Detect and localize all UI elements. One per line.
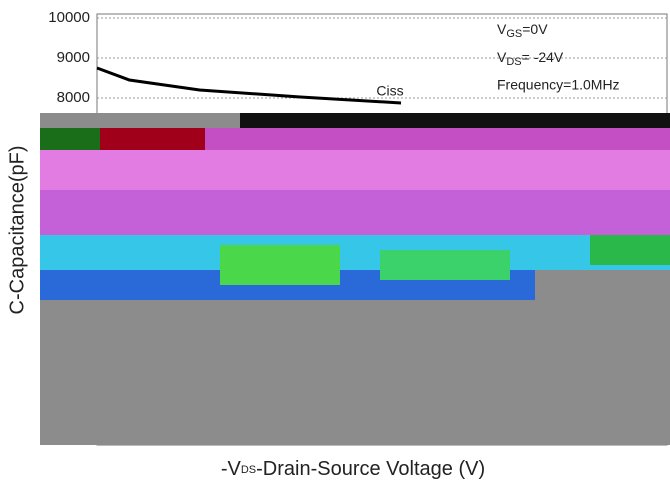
series-label: Ciss: [376, 83, 403, 99]
y-axis-label: C-Capacitance(pF): [6, 146, 28, 315]
annotation-part: = -24V: [522, 49, 564, 65]
y-tick-label: 10000: [48, 9, 90, 26]
annotation-sub: DS: [506, 56, 521, 68]
annotation-part: =0V: [522, 21, 548, 37]
annotation: Frequency=1.0MHz: [497, 77, 620, 93]
corrupted-region: [40, 113, 670, 445]
x-label-sub: DS: [241, 464, 256, 476]
series-line: [96, 66, 402, 105]
x-axis-label: -VDS-Drain-Source Voltage (V): [221, 458, 485, 480]
x-label-part: -V: [221, 458, 242, 480]
y-tick-label: 8000: [57, 89, 90, 106]
annotation-part: V: [497, 21, 507, 37]
annotation-part: V: [497, 49, 507, 65]
plot: [96, 17, 667, 105]
y-tick-label: 9000: [57, 49, 90, 66]
annotation-sub: GS: [506, 28, 522, 40]
x-label-part: -Drain-Source Voltage (V): [256, 458, 485, 480]
annotation: VDS= -24V: [497, 49, 564, 68]
annotation: VGS=0V: [497, 21, 548, 40]
